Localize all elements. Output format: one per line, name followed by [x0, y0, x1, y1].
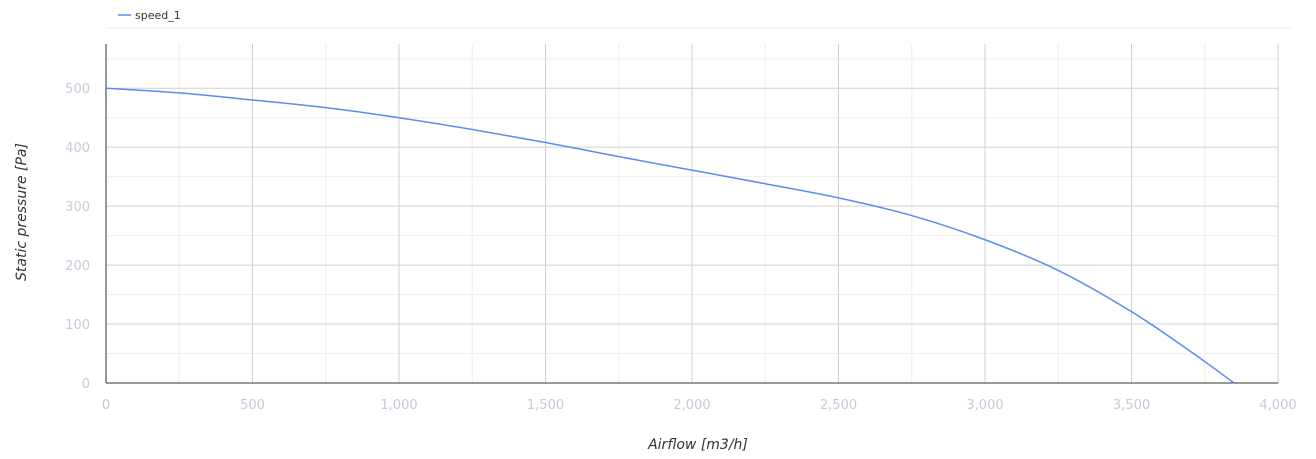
y-tick-label: 200 — [65, 259, 90, 274]
x-tick-label: 2,000 — [673, 398, 710, 413]
x-tick-label: 500 — [240, 398, 265, 413]
y-tick-label: 500 — [65, 82, 90, 97]
y-tick-label: 300 — [65, 200, 90, 215]
series-line-speed-1[interactable] — [105, 87, 1235, 384]
x-tick-label: 3,000 — [966, 398, 1003, 413]
tick-labels: 0 500 1,000 1,500 2,000 2,500 3,000 3,500 4,000 0… — [65, 82, 1296, 413]
y-axis-title: Static pressure [Pa] — [14, 143, 30, 281]
grid-lines — [106, 44, 1279, 383]
x-tick-label: 0 — [102, 398, 110, 413]
axes — [105, 44, 1278, 384]
x-tick-label: 1,000 — [380, 398, 417, 413]
y-tick-label: 400 — [65, 141, 90, 156]
x-tick-label: 1,500 — [527, 398, 564, 413]
x-tick-label: 3,500 — [1113, 398, 1150, 413]
legend-label-speed-1: speed_1 — [135, 9, 181, 22]
y-tick-label: 0 — [82, 377, 90, 392]
y-tick-label: 100 — [65, 318, 90, 333]
series-layer — [105, 87, 1235, 384]
x-tick-label: 2,500 — [820, 398, 857, 413]
legend[interactable]: speed_1 — [118, 9, 181, 22]
x-axis-title: Airflow [m3/h] — [647, 437, 748, 453]
x-tick-label: 4,000 — [1259, 398, 1296, 413]
